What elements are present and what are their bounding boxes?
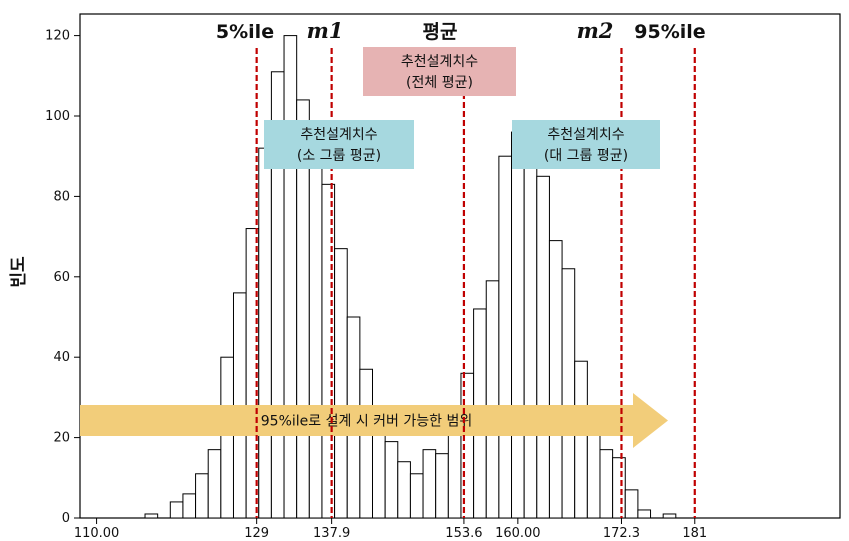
y-tick-label: 0 — [62, 511, 70, 526]
y-axis: 0 20 40 60 80 100 120 — [45, 29, 80, 526]
histogram-bar — [574, 360, 588, 519]
histogram-bar — [561, 268, 576, 519]
histogram-bar — [409, 473, 424, 519]
histogram-bar — [220, 356, 234, 519]
histogram-bar — [485, 280, 500, 519]
reference-line-label: m1 — [307, 18, 344, 43]
coverage-arrow: 95%ile로 설계 시 커버 가능한 범위 — [80, 393, 668, 448]
annotation-large-group-mean-line1: 추천설계치수 — [547, 127, 624, 143]
histogram-bar — [144, 513, 159, 519]
y-tick-label: 100 — [45, 109, 70, 124]
histogram-bar — [308, 135, 323, 519]
histogram-bar — [283, 35, 298, 519]
histogram-bar — [258, 147, 272, 519]
y-tick-label: 40 — [53, 350, 70, 365]
annotation-small-group-mean-box — [264, 120, 414, 169]
x-tick-label: 153.6 — [445, 526, 482, 541]
histogram-bar — [536, 175, 550, 519]
x-axis: 110.00 129 137.9 153.6 160.00 172.3 181 — [74, 518, 707, 541]
coverage-arrow-shape — [80, 393, 668, 448]
histogram-bar — [498, 155, 513, 519]
x-tick-label: 110.00 — [74, 526, 120, 541]
reference-line-label: 평균 — [423, 21, 458, 43]
histogram-bar — [662, 513, 677, 519]
histogram-bar — [195, 473, 209, 519]
histogram-bar — [599, 449, 614, 519]
histogram-bar — [397, 461, 411, 519]
reference-lines: 5%ile m1 평균 m2 95%ile — [216, 18, 706, 518]
histogram-bar — [511, 131, 525, 519]
annotation-large-group-mean: 추천설계치수 (대 그룹 평균) — [512, 120, 660, 169]
y-tick-label: 80 — [53, 189, 70, 204]
annotation-small-group-mean-line1: 추천설계치수 — [300, 127, 377, 143]
annotation-overall-mean-box — [363, 47, 516, 96]
annotation-large-group-mean-line2: (대 그룹 평균) — [544, 148, 628, 164]
histogram-bar — [612, 457, 626, 519]
histogram-bar — [372, 425, 386, 519]
histogram-bar — [624, 489, 639, 519]
annotation-overall-mean-line1: 추천설계치수 — [401, 54, 478, 70]
histogram-bar — [182, 493, 197, 519]
histogram-bars — [144, 35, 677, 519]
annotation-large-group-mean-box — [512, 120, 660, 169]
histogram-bar — [637, 509, 652, 519]
histogram-bar — [334, 248, 348, 519]
coverage-arrow-label: 95%ile로 설계 시 커버 가능한 범위 — [261, 414, 472, 430]
reference-line-label: 95%ile — [634, 21, 705, 43]
histogram-bar — [548, 240, 563, 519]
histogram-bar — [169, 501, 184, 519]
histogram-bar — [207, 449, 222, 519]
x-tick-label: 129 — [244, 526, 269, 541]
x-tick-label: 172.3 — [603, 526, 640, 541]
histogram-bar — [422, 449, 437, 519]
histogram-bar — [384, 441, 399, 519]
histogram-bar — [523, 151, 538, 519]
x-tick-label: 181 — [682, 526, 707, 541]
annotation-small-group-mean: 추천설계치수 (소 그룹 평균) — [264, 120, 414, 169]
y-tick-label: 60 — [53, 270, 70, 285]
annotation-overall-mean: 추천설계치수 (전체 평균) — [363, 47, 516, 96]
y-axis-title: 빈도 — [9, 256, 29, 288]
x-tick-label: 160.00 — [495, 526, 541, 541]
x-tick-label: 137.9 — [313, 526, 350, 541]
histogram-bar — [359, 368, 374, 519]
y-tick-label: 20 — [53, 431, 70, 446]
annotation-small-group-mean-line2: (소 그룹 평균) — [297, 148, 381, 164]
annotation-overall-mean-line2: (전체 평균) — [406, 75, 473, 91]
reference-line-label: m2 — [577, 18, 614, 43]
reference-line-label: 5%ile — [216, 21, 274, 43]
histogram-bar — [435, 453, 449, 519]
y-tick-label: 120 — [45, 29, 70, 44]
